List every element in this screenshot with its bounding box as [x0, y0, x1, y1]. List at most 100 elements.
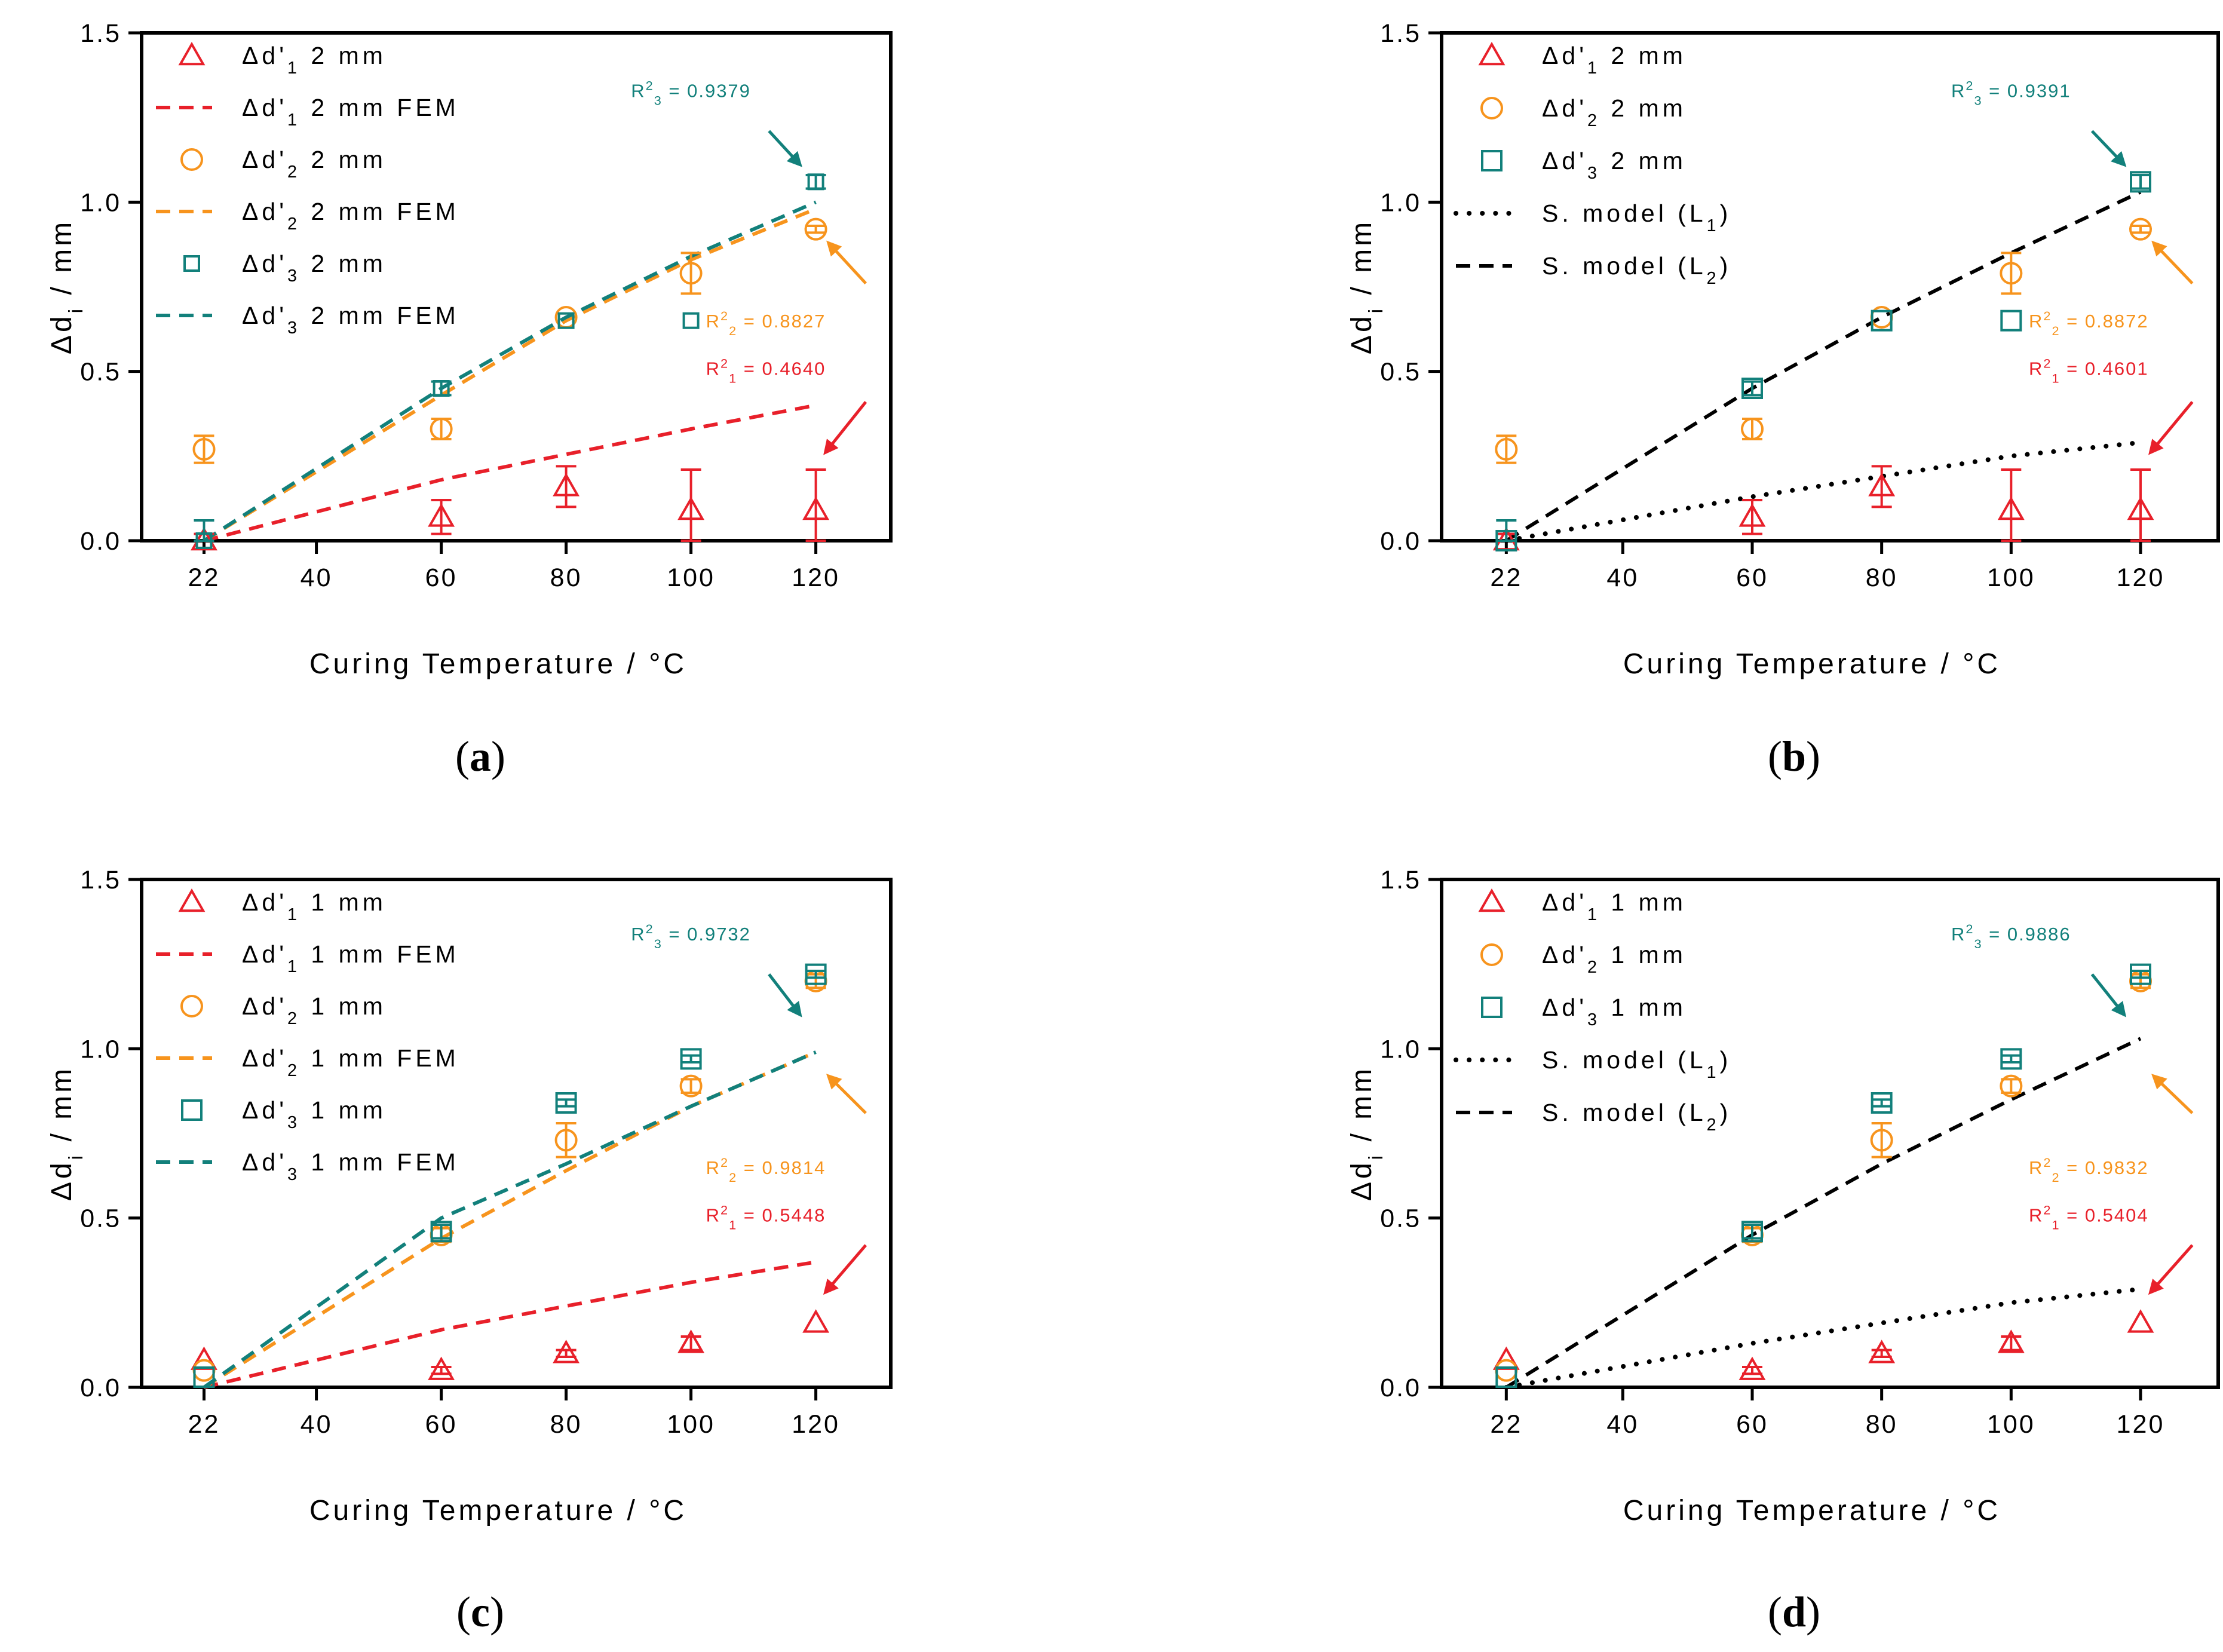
y-tick-label: 1.0: [80, 1035, 121, 1063]
point-d-3-1-mm: [2130, 963, 2151, 985]
panel-label: (b): [1768, 732, 1820, 780]
line-d-3-2-mm-fem: [203, 200, 817, 543]
annotation-arrow: [2151, 240, 2194, 285]
legend-label: Δd'1 1 mm: [242, 888, 387, 924]
point-d-3-2-mm: [433, 380, 450, 397]
point-d-3-2-mm: [1871, 309, 1893, 332]
y-tick-label: 1.0: [80, 188, 121, 217]
annotation-r2: R23 = 0.9379: [631, 78, 751, 108]
point-d-2-1-mm: [554, 1129, 578, 1152]
plot-frame: [140, 878, 893, 1389]
x-tick-label: 60: [425, 1410, 458, 1439]
legend-swatch: [1478, 888, 1505, 912]
x-tick-label: 22: [188, 563, 220, 592]
point-d-2-2-mm: [2000, 262, 2023, 285]
y-axis-label-group: Δdi / mm: [46, 1066, 87, 1201]
x-tick-label: 100: [667, 1410, 715, 1439]
legend-swatch: [1481, 150, 1503, 171]
x-tick-label: 40: [1606, 563, 1639, 592]
point-d-2-2-mm: [2129, 217, 2152, 241]
y-axis-label: Δdi / mm: [46, 219, 87, 354]
x-tick-label: 80: [1866, 1410, 1898, 1439]
legend-label: S. model (L2): [1542, 1099, 1731, 1135]
point-d-3-2-mm: [2130, 171, 2151, 193]
x-tick-label: 60: [425, 563, 458, 592]
x-axis-label: Curing Temperature / °C: [309, 1495, 687, 1527]
y-tick-label: 0.5: [1380, 358, 1421, 387]
panel-b: 0.0 0.5 1.0 1.5 22 40 60 80 100 120 Curing Tempera…: [1346, 19, 2220, 780]
annotation-arrow: [2148, 401, 2194, 455]
legend-swatch: [1480, 943, 1503, 966]
point-d-1-2-mm: [677, 496, 705, 520]
legend-label: Δd'3 1 mm: [1542, 994, 1687, 1029]
point-d-2-2-mm: [192, 438, 216, 461]
annotation-arrow: [2148, 1244, 2194, 1295]
legend-label: Δd'3 2 mm: [1542, 147, 1687, 183]
y-axis-label-group: Δdi / mm: [1346, 1066, 1387, 1201]
legend-swatch: [178, 41, 206, 66]
annotation-r2: R23 = 0.9391: [1951, 78, 2071, 108]
legend-label: Δd'2 1 mm: [242, 992, 387, 1028]
legend-swatch: [183, 255, 200, 272]
legend-label: Δd'2 1 mm FEM: [242, 1044, 459, 1080]
point-d-1-2-mm: [553, 473, 580, 496]
annotation-arrow: [823, 401, 867, 455]
x-tick-label: 22: [1490, 563, 1522, 592]
point-d-3-2-mm: [195, 532, 213, 549]
point-d-2-2-mm: [1741, 418, 1764, 440]
y-tick-label: 1.5: [1380, 866, 1421, 894]
legend-label: S. model (L2): [1542, 252, 1731, 288]
point-d-3-2-mm: [1741, 378, 1763, 399]
point-d-1-1-mm: [553, 1340, 580, 1363]
x-tick-label: 100: [667, 563, 715, 592]
point-d-3-1-mm: [2000, 1048, 2022, 1070]
annotation-r2: R21 = 0.5404: [2029, 1202, 2149, 1232]
panel-label: (c): [456, 1588, 504, 1636]
y-tick-label: 0.5: [80, 358, 121, 387]
panel-label: (d): [1768, 1588, 1820, 1636]
legend-label: S. model (L1): [1542, 1046, 1731, 1082]
legend-label: Δd'2 2 mm: [242, 146, 387, 182]
point-d-1-1-mm: [2127, 1309, 2154, 1333]
point-d-3-1-mm: [1871, 1092, 1893, 1114]
annotation-arrow: [2090, 130, 2127, 167]
y-axis-label: Δdi / mm: [1346, 219, 1387, 354]
point-d-2-1-mm: [2000, 1074, 2023, 1098]
point-d-1-2-mm: [802, 496, 830, 520]
legend-swatch: [181, 1099, 203, 1121]
point-d-3-1-mm: [805, 963, 827, 985]
annotation-r2: R23 = 0.9732: [631, 921, 751, 951]
annotation-arrow: [823, 1244, 867, 1295]
annotation-r2: R21 = 0.4601: [2029, 355, 2149, 385]
legend-label: Δd'2 2 mm FEM: [242, 198, 459, 234]
legend-label: Δd'2 2 mm: [1542, 94, 1687, 130]
y-tick-label: 1.0: [1380, 188, 1421, 217]
line-d-2-2-mm-fem: [203, 207, 817, 543]
x-tick-label: 80: [550, 1410, 582, 1439]
point-d-3-2-mm: [682, 312, 700, 329]
legend-label: Δd'1 2 mm FEM: [242, 94, 459, 130]
point-d-3-1-mm: [193, 1366, 215, 1388]
point-d-1-2-mm: [1997, 496, 2025, 520]
legend-swatch: [180, 148, 203, 171]
point-d-1-1-mm: [1997, 1329, 2025, 1353]
annotation-r2: R22 = 0.9814: [706, 1155, 826, 1185]
line-s-model-l1: [1504, 440, 2143, 543]
x-tick-label: 40: [301, 563, 333, 592]
legend-label: Δd'1 2 mm: [242, 42, 387, 78]
y-axis-label: Δdi / mm: [1346, 1066, 1387, 1201]
annotation-arrow: [826, 1074, 867, 1114]
annotation-r2: R22 = 0.9832: [2029, 1155, 2149, 1185]
point-d-3-2-mm: [557, 312, 575, 329]
annotation-r2: R23 = 0.9886: [1951, 921, 2071, 951]
line-d-3-1-mm-fem: [203, 1050, 817, 1389]
x-tick-label: 120: [792, 1410, 840, 1439]
point-d-2-1-mm: [192, 1359, 216, 1382]
point-d-2-2-mm: [804, 217, 827, 241]
point-d-1-2-mm: [1738, 503, 1766, 527]
point-d-1-1-mm: [1868, 1340, 1896, 1363]
y-axis-label-group: Δdi / mm: [46, 219, 87, 354]
plot-frame: [1440, 878, 2220, 1389]
legend-label: Δd'1 2 mm: [1542, 42, 1687, 78]
x-tick-label: 120: [2117, 1410, 2165, 1439]
